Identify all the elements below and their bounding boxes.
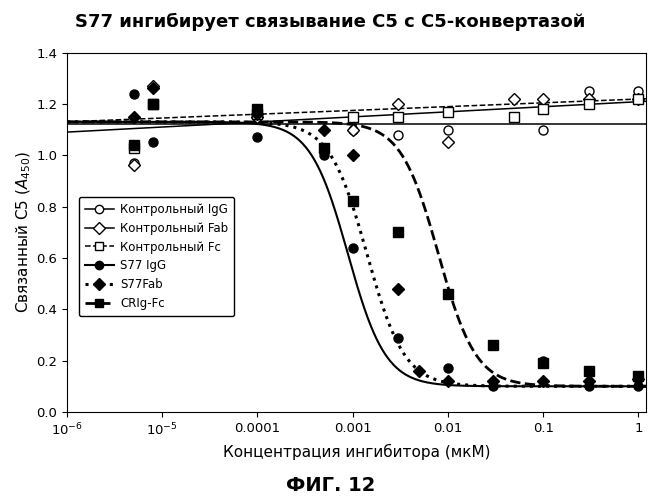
Text: ФИГ. 12: ФИГ. 12 bbox=[286, 476, 375, 495]
X-axis label: Концентрация ингибитора (мкМ): Концентрация ингибитора (мкМ) bbox=[223, 444, 490, 460]
Text: S77 ингибирует связывание С5 с С5-конвертазой: S77 ингибирует связывание С5 с С5-конвер… bbox=[75, 12, 586, 30]
Y-axis label: Связанный С5 ($A_{450}$): Связанный С5 ($A_{450}$) bbox=[15, 151, 34, 313]
Legend: Контрольный IgG, Контрольный Fab, Контрольный Fc, S77 IgG, S77Fab, CRIg-Fc: Контрольный IgG, Контрольный Fab, Контро… bbox=[79, 197, 234, 316]
